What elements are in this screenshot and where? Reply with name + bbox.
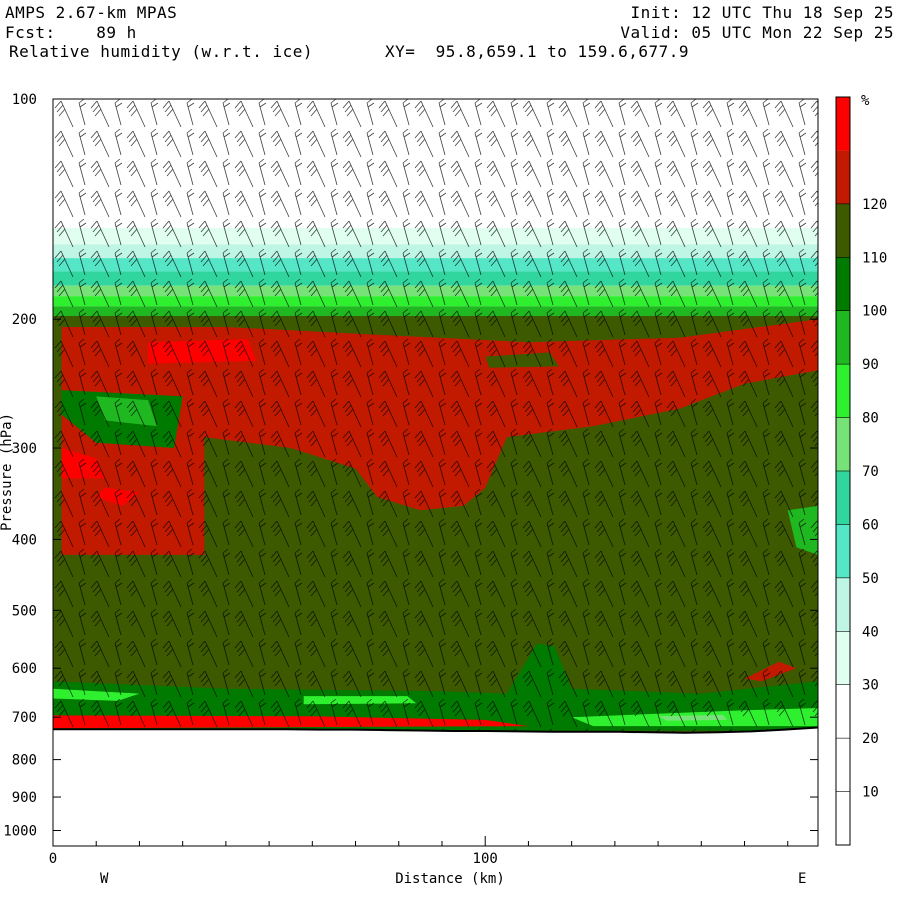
- colorbar-label: 60: [862, 517, 879, 533]
- colorbar-swatch: [836, 524, 850, 578]
- west-label: W: [100, 871, 109, 887]
- terrain-mask: [53, 726, 818, 846]
- xy-label: XY=: [385, 42, 416, 61]
- forecast-label: Fcst:: [5, 23, 56, 42]
- forecast-value: 89 h: [96, 23, 137, 42]
- y-tick-label: 1000: [3, 824, 37, 840]
- colorbar-swatch: [836, 738, 850, 792]
- colorbar-swatch: [836, 791, 850, 845]
- cross-section-endpoints: XY= 95.8,659.1 to 159.6,677.9: [385, 43, 689, 61]
- xy-value: 95.8,659.1 to 159.6,677.9: [435, 42, 689, 61]
- colorbar-label: 30: [862, 678, 879, 694]
- colorbar: 10 20 30 40 50 60 70 80 90 100 110 120: [835, 96, 887, 846]
- rh-field: [53, 99, 818, 846]
- y-axis: 100 200 300 400 500 600 700 800 900 1000: [3, 92, 818, 840]
- x-axis-label: Distance (km): [395, 871, 505, 887]
- colorbar-swatch: [836, 310, 850, 365]
- y-tick-label: 200: [12, 312, 37, 328]
- x-tick-label: 0: [49, 851, 57, 867]
- colorbar-label: 70: [862, 464, 879, 480]
- colorbar-swatch: [836, 97, 850, 151]
- colorbar-swatch: [836, 684, 850, 739]
- surface-line: [53, 726, 818, 734]
- colorbar-swatch: [836, 631, 850, 685]
- plot-frame: [52, 98, 819, 847]
- colorbar-label: 20: [862, 731, 879, 747]
- field-name: Relative humidity (w.r.t. ice): [9, 42, 313, 61]
- x-axis: 0 100: [49, 836, 789, 867]
- y-axis-label: Pressure (hPa): [0, 413, 15, 531]
- init-time: Init: 12 UTC Thu 18 Sep 25: [630, 3, 894, 22]
- y-tick-label: 400: [12, 532, 37, 548]
- colorbar-label: 120: [862, 197, 887, 213]
- colorbar-label: 50: [862, 571, 879, 587]
- y-tick-label: 500: [12, 603, 37, 619]
- colorbar-swatch: [836, 577, 850, 632]
- y-tick-label: 700: [12, 710, 37, 726]
- wind-barbs: [53, 99, 818, 735]
- colorbar-label: 40: [862, 624, 879, 640]
- y-tick-label: 600: [12, 661, 37, 677]
- colorbar-swatch: [836, 150, 850, 204]
- colorbar-label: 110: [862, 250, 887, 266]
- colorbar-label: 80: [862, 411, 879, 427]
- colorbar-swatch: [836, 364, 850, 418]
- y-tick-label: 900: [12, 790, 37, 806]
- colorbar-swatch: [836, 471, 850, 525]
- colorbar-swatch: [836, 203, 850, 258]
- colorbar-swatch: [836, 257, 850, 311]
- east-label: E: [798, 871, 806, 887]
- colorbar-swatch: [836, 417, 850, 471]
- x-tick-label: 100: [473, 851, 498, 867]
- valid-time: Valid: 05 UTC Mon 22 Sep 25: [620, 23, 894, 42]
- model-title: AMPS 2.67-km MPAS: [5, 3, 178, 22]
- forecast-hour: Fcst: 89 h: [5, 24, 137, 42]
- y-tick-label: 300: [12, 441, 37, 457]
- y-tick-label: 100: [12, 92, 37, 108]
- colorbar-label: 100: [862, 304, 887, 320]
- terrain-fill: [53, 727, 818, 846]
- colorbar-unit: %: [861, 93, 870, 109]
- y-tick-label: 800: [12, 753, 37, 769]
- colorbar-label: 10: [862, 785, 879, 801]
- colorbar-label: 90: [862, 357, 879, 373]
- wind-barb-texture: [53, 99, 818, 735]
